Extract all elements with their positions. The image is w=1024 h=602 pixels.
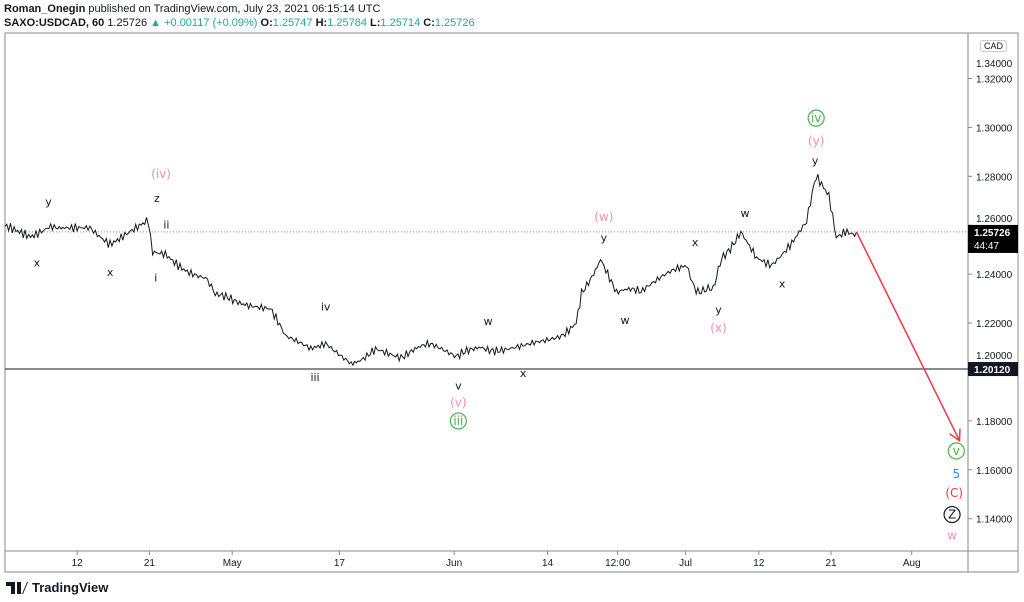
wave-label: v: [455, 379, 462, 392]
price-tick-label: 1.28000: [976, 172, 1013, 183]
time-tick-label: Jul: [679, 558, 692, 569]
wave-label: w: [621, 314, 630, 327]
open-value: 1.25747: [272, 17, 313, 29]
time-tick-label: 21: [825, 558, 837, 569]
logo-text: TradingView: [32, 580, 109, 595]
wave-label: x: [779, 277, 786, 290]
wave-label: (C): [945, 486, 963, 500]
wave-circle-icon: [947, 442, 965, 460]
projection-arrow: [855, 231, 961, 442]
wave-label: (iv): [151, 167, 171, 181]
price-tick-label: 1.22000: [976, 319, 1013, 330]
wave-label: iv: [321, 300, 331, 313]
chart-frame: [4, 32, 1019, 573]
wave-label: iii: [453, 414, 463, 428]
wave-label: w: [484, 315, 493, 328]
publish-date: published on TradingView.com, July 23, 2…: [88, 3, 381, 15]
wave-label: iii: [310, 371, 319, 384]
price-tick-label: 1.30000: [976, 123, 1013, 134]
wave-label: (v): [450, 395, 466, 409]
wave-label: y: [601, 232, 608, 245]
time-tick-label: Aug: [903, 558, 921, 569]
wave-label: (y): [808, 134, 824, 148]
ohlc-legend: SAXO:USDCAD, 60 1.25726 ▲ +0.00117 (+0.0…: [4, 17, 475, 29]
price-series: [4, 174, 857, 367]
price-tick-label: 1.26000: [976, 214, 1013, 225]
time-tick-label: Jun: [446, 558, 462, 569]
price-tick-label: 1.20000: [976, 351, 1013, 362]
low-label: L:: [370, 17, 381, 29]
price-tick-label: 1.24000: [976, 270, 1013, 281]
level-price-box: [968, 362, 1018, 377]
wave-label: x: [692, 236, 699, 249]
time-tick-label: 12: [72, 558, 84, 569]
price-tick-label: 1.14000: [976, 515, 1013, 526]
wave-label: iv: [811, 111, 821, 125]
low-value: 1.25714: [380, 17, 421, 29]
publish-info: Roman_Onegin published on TradingView.co…: [4, 3, 380, 15]
wave-circle-icon: [943, 505, 961, 524]
wave-label: y: [45, 195, 52, 208]
wave-label: w: [947, 528, 957, 542]
currency-badge[interactable]: CAD: [980, 40, 1008, 52]
symbol-label[interactable]: SAXO:USDCAD, 60: [4, 17, 105, 29]
high-label: H:: [315, 17, 328, 29]
price-tick-label: 1.32000: [976, 74, 1013, 85]
wave-label: x: [34, 257, 41, 270]
time-tick-label: 14: [542, 558, 554, 569]
time-tick-label: 12: [753, 558, 765, 569]
close-label: C:: [423, 17, 435, 29]
time-tick-label: 17: [334, 558, 346, 569]
arrow-head-icon: [949, 428, 961, 443]
current-price-box: [968, 224, 1018, 253]
wave-label: 5: [953, 467, 961, 481]
close-value: 1.25726: [434, 17, 475, 29]
price-tick-label: 1.34000: [976, 59, 1013, 70]
up-arrow-icon: ▲: [150, 17, 162, 29]
wave-label: y: [715, 304, 722, 317]
bar-countdown: 44:47: [974, 241, 999, 252]
time-tick-label: 12:00: [605, 558, 630, 569]
time-tick-label: 21: [144, 558, 156, 569]
time-tick-label: May: [223, 558, 242, 569]
price-change: +0.00117 (+0.09%): [164, 17, 258, 29]
wave-label: v: [953, 444, 960, 458]
tradingview-logo-icon: [6, 581, 28, 594]
wave-label: z: [154, 192, 160, 205]
wave-label: (w): [594, 210, 613, 224]
wave-label: i: [154, 271, 157, 284]
wave-label: x: [107, 266, 114, 279]
last-price: 1.25726: [107, 17, 148, 29]
open-label: O:: [260, 17, 273, 29]
tradingview-logo[interactable]: TradingView: [6, 580, 108, 595]
level-price-label: 1.20120: [974, 365, 1011, 376]
wave-label: w: [741, 207, 750, 220]
price-tick-label: 1.16000: [976, 466, 1013, 477]
wave-label: Z: [948, 508, 956, 522]
wave-label: y: [812, 155, 819, 168]
wave-label: x: [520, 367, 527, 380]
wave-label: (x): [710, 321, 726, 335]
wave-circle-icon: [449, 412, 467, 430]
author-name[interactable]: Roman_Onegin: [4, 3, 86, 15]
current-price-label: 1.25726: [974, 228, 1011, 239]
price-tick-label: 1.18000: [976, 417, 1013, 428]
wave-label: ii: [163, 218, 169, 231]
wave-circle-icon: [807, 109, 825, 127]
high-value: 1.25784: [327, 17, 367, 29]
